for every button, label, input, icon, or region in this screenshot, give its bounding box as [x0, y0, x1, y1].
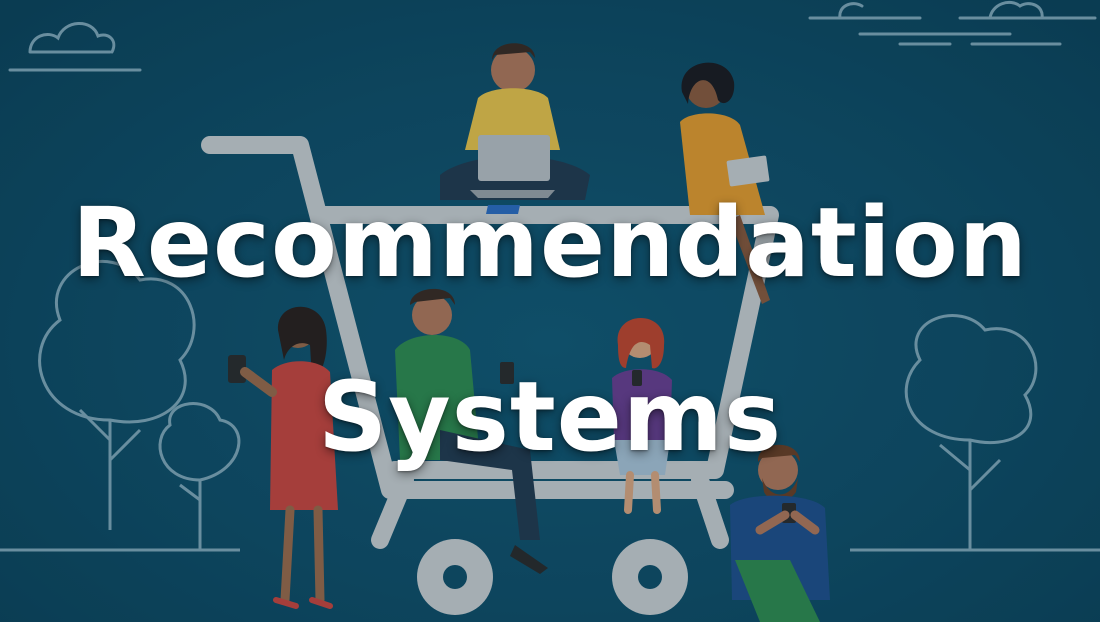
- person-bearded: [730, 444, 830, 622]
- tree-icon: [850, 314, 1100, 552]
- person-with-phone: [228, 306, 338, 609]
- shopping-cart-icon: [201, 136, 779, 549]
- person-with-tablet: [680, 62, 770, 304]
- tree-icon: [0, 260, 241, 552]
- cloud-icon: [8, 22, 142, 72]
- cloud-icon: [808, 1, 1097, 46]
- title-line-1: Recommendation: [72, 187, 1028, 299]
- person-with-laptop: [440, 43, 590, 214]
- title-line-2: Systems: [317, 361, 783, 473]
- person-green-hoodie: [395, 288, 548, 574]
- person-red-hair: [612, 317, 672, 514]
- cart-wheel-icon: [417, 539, 688, 615]
